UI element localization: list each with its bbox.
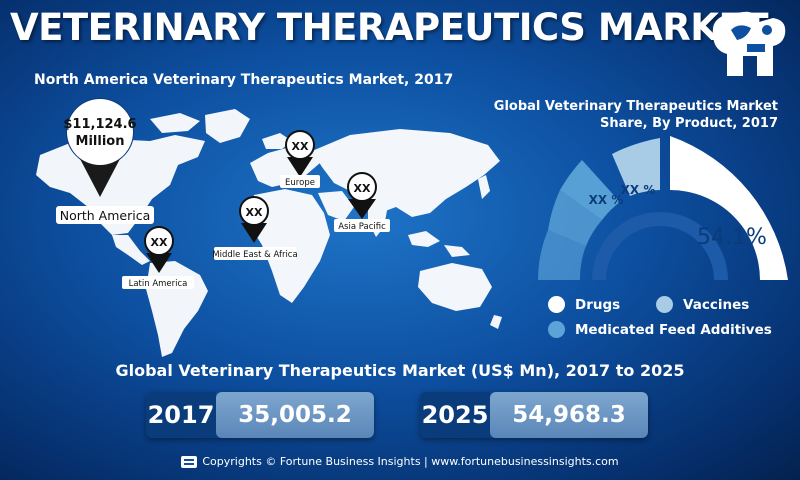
- page-title: VETERINARY THERAPEUTICS MARKET: [10, 6, 768, 49]
- north-america-subtitle: North America Veterinary Therapeutics Ma…: [34, 72, 454, 88]
- year-2025-label: 2025: [420, 392, 490, 438]
- north-america-pin: $11,124.6 Million North America: [56, 98, 154, 224]
- pie-slice-medicated-feed-1: [538, 230, 586, 280]
- legend-swatch-vaccines: [656, 296, 673, 313]
- legend-item-vaccines: Vaccines: [656, 296, 749, 313]
- animal-logo-icon: [712, 11, 786, 76]
- market-2017-box: 2017 35,005.2: [146, 392, 374, 438]
- product-share-chart: XX % XX % 54.1%: [538, 136, 788, 280]
- pie-slice-drugs-main: [670, 136, 788, 280]
- asia-pacific-value: XX: [354, 182, 371, 195]
- pie-slice-medicated-feed-2: [548, 190, 602, 246]
- legend-item-drugs: Drugs: [548, 296, 620, 313]
- pie-label-vaccines: XX %: [621, 183, 656, 197]
- legend-label-drugs: Drugs: [575, 296, 621, 313]
- value-2017: 35,005.2: [216, 392, 374, 438]
- middle-east-africa-label: Middle East & Africa: [212, 250, 297, 260]
- latin-america-pin: XX Latin America: [122, 226, 194, 289]
- market-size-title: Global Veterinary Therapeutics Market (U…: [115, 361, 685, 380]
- latin-america-label: Latin America: [129, 279, 188, 289]
- north-america-label: North America: [60, 208, 151, 223]
- europe-label: Europe: [285, 178, 315, 188]
- europe-pin: XX Europe: [280, 130, 320, 188]
- world-map: $11,124.6 Million North America XX Europ…: [36, 98, 502, 357]
- pie-label-medicated-feed: XX %: [589, 193, 624, 207]
- legend-item-medicated-feed: Medicated Feed Additives: [548, 321, 772, 338]
- pie-chart-title: Global Veterinary Therapeutics Market Sh…: [493, 99, 778, 131]
- asia-pacific-label: Asia Pacific: [338, 222, 386, 232]
- pie-slice-medicated-feed-3: [560, 160, 620, 220]
- legend-label-medicated-feed: Medicated Feed Additives: [575, 321, 772, 338]
- legend-label-vaccines: Vaccines: [683, 296, 750, 313]
- north-america-unit: Million: [76, 134, 125, 149]
- value-2025: 54,968.3: [490, 392, 648, 438]
- footer-text: Copyrights © Fortune Business Insights |…: [202, 455, 619, 468]
- legend-swatch-drugs: [548, 296, 565, 313]
- pie-slice-vaccines: [612, 138, 660, 196]
- copyright-logo-icon: [181, 455, 198, 468]
- asia-pacific-pin: XX Asia Pacific: [334, 172, 390, 232]
- footer: Copyrights © Fortune Business Insights |…: [0, 455, 800, 468]
- legend-swatch-medicated-feed: [548, 321, 565, 338]
- market-2025-box: 2025 54,968.3: [420, 392, 648, 438]
- middle-east-africa-value: XX: [246, 206, 263, 219]
- year-2017-label: 2017: [146, 392, 216, 438]
- pie-label-drugs: 54.1%: [697, 225, 767, 250]
- north-america-value: $11,124.6: [63, 117, 136, 132]
- latin-america-value: XX: [151, 236, 168, 249]
- middle-east-africa-pin: XX Middle East & Africa: [212, 196, 298, 260]
- europe-value: XX: [292, 140, 309, 153]
